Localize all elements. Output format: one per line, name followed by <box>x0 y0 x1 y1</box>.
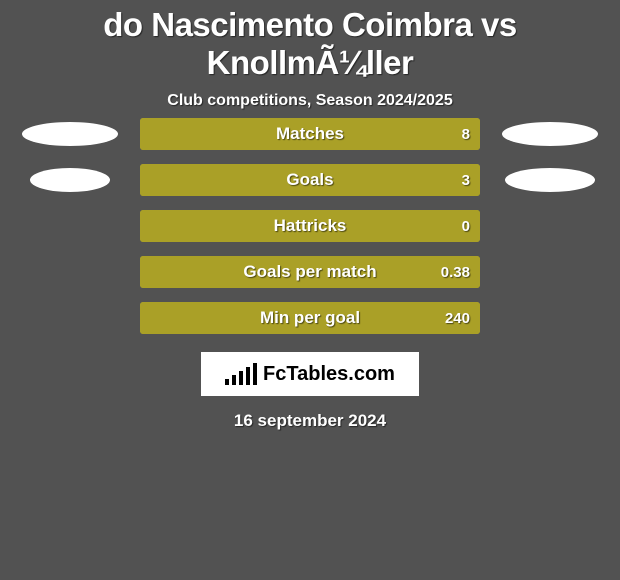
stat-row: Goals3 <box>0 164 620 196</box>
bar-label: Goals <box>140 164 480 196</box>
comparison-infographic: do Nascimento Coimbra vs KnollmÃ¼ller Cl… <box>0 0 620 580</box>
stat-bar: Hattricks0 <box>140 210 480 242</box>
page-title: do Nascimento Coimbra vs KnollmÃ¼ller <box>0 0 620 82</box>
stat-bar: Matches8 <box>140 118 480 150</box>
right-ellipse <box>502 122 598 146</box>
fctables-logo: FcTables.com <box>201 352 419 396</box>
bar-label: Min per goal <box>140 302 480 334</box>
bar-value: 3 <box>462 164 470 196</box>
stat-row: Matches8 <box>0 118 620 150</box>
left-ellipse-slot <box>0 122 140 146</box>
left-ellipse <box>22 122 118 146</box>
stat-bar: Goals3 <box>140 164 480 196</box>
stat-rows: Matches8Goals3Hattricks0Goals per match0… <box>0 118 620 348</box>
stat-row: Hattricks0 <box>0 210 620 242</box>
bar-value: 8 <box>462 118 470 150</box>
stat-bar: Min per goal240 <box>140 302 480 334</box>
bar-label: Hattricks <box>140 210 480 242</box>
stat-row: Goals per match0.38 <box>0 256 620 288</box>
left-ellipse-slot <box>0 168 140 192</box>
subtitle: Club competitions, Season 2024/2025 <box>0 92 620 110</box>
right-ellipse-slot <box>480 122 620 146</box>
right-ellipse <box>505 168 595 192</box>
stat-bar: Goals per match0.38 <box>140 256 480 288</box>
bar-value: 240 <box>445 302 470 334</box>
bar-label: Goals per match <box>140 256 480 288</box>
left-ellipse <box>30 168 110 192</box>
bar-label: Matches <box>140 118 480 150</box>
right-ellipse-slot <box>480 168 620 192</box>
bar-value: 0.38 <box>441 256 470 288</box>
logo-bars-icon <box>225 363 257 385</box>
stat-row: Min per goal240 <box>0 302 620 334</box>
logo-text: FcTables.com <box>263 363 395 386</box>
date-line: 16 september 2024 <box>0 411 620 431</box>
bar-value: 0 <box>462 210 470 242</box>
